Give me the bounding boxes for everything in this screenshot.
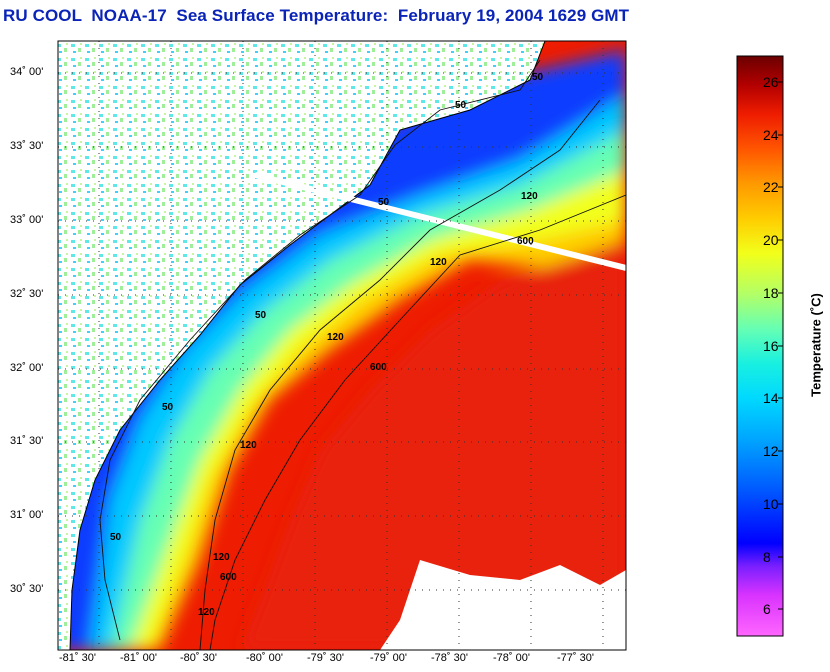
colorbar-tick-label: 14 [763, 390, 779, 406]
sst-field [58, 41, 626, 650]
lon-label: -80˚ 30' [180, 652, 217, 664]
colorbar-tick-label: 12 [763, 443, 779, 459]
contour-label: 120 [430, 257, 447, 268]
map-title: RU COOL NOAA-17 Sea Surface Temperature:… [3, 6, 630, 25]
lon-label: -79˚ 30' [307, 652, 344, 664]
lon-label: -80˚ 00' [246, 652, 283, 664]
contour-label: 50 [162, 402, 174, 413]
lon-label: -78˚ 30' [431, 652, 468, 664]
contour-label: 50 [532, 72, 544, 83]
lat-label: 31˚ 30' [10, 435, 44, 447]
contour-label: 120 [521, 191, 538, 202]
lon-label: -78˚ 00' [493, 652, 530, 664]
colorbar [736, 55, 784, 637]
lat-label: 30˚ 30' [10, 583, 44, 595]
contour-label: 120 [198, 607, 215, 618]
contour-label: 120 [327, 332, 344, 343]
contour-label: 120 [240, 440, 257, 451]
colorbar-tick-label: 16 [763, 338, 779, 354]
lat-label: 32˚ 30' [10, 288, 44, 300]
contour-label: 120 [213, 552, 230, 563]
lat-label: 34˚ 00' [10, 66, 44, 78]
colorbar-tick-label: 22 [763, 179, 779, 195]
lon-label: -77˚ 30' [557, 652, 594, 664]
colorbar-title: Temperature (˚C) [808, 293, 824, 397]
colorbar-tick-label: 26 [763, 74, 779, 90]
lat-label: 31˚ 00' [10, 509, 44, 521]
colorbar-tick-label: 18 [763, 285, 779, 301]
lat-label: 32˚ 00' [10, 362, 44, 374]
contour-label: 50 [378, 197, 390, 208]
contour-label: 50 [255, 310, 267, 321]
colorbar-tick-label: 8 [763, 549, 771, 565]
lat-label: 33˚ 00' [10, 214, 44, 226]
contour-label: 600 [220, 572, 237, 583]
colorbar-ticks [778, 81, 783, 610]
lon-label: -79˚ 00' [370, 652, 407, 664]
contour-labels: 50 50 50 50 50 50 120 120 120 120 120 12… [110, 72, 544, 618]
lon-label: -81˚ 00' [120, 652, 157, 664]
contour-label: 50 [455, 100, 467, 111]
colorbar-tick-label: 10 [763, 496, 779, 512]
map-frame [57, 40, 627, 651]
colorbar-tick-label: 6 [763, 601, 771, 617]
lat-label: 33˚ 30' [10, 140, 44, 152]
contour-label: 600 [517, 236, 534, 247]
colorbar-tick-label: 24 [763, 127, 779, 143]
colorbar-tick-label: 20 [763, 232, 779, 248]
contour-label: 50 [110, 532, 122, 543]
contour-label: 600 [370, 362, 387, 373]
lon-label: -81˚ 30' [59, 652, 96, 664]
